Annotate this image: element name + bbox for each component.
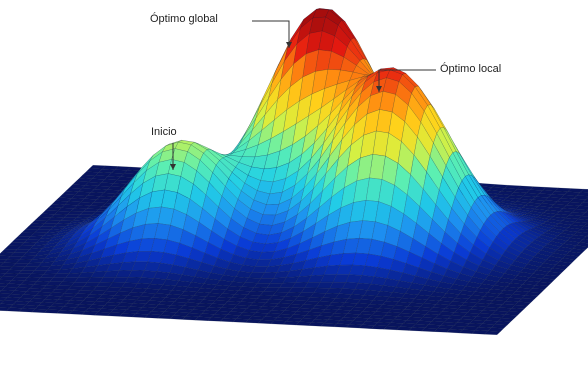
start-label: Inicio <box>151 126 177 138</box>
global-optimum-label: Óptimo global <box>150 13 218 25</box>
local-optimum-label: Óptimo local <box>440 63 501 75</box>
global-optimum-leader <box>252 21 289 48</box>
